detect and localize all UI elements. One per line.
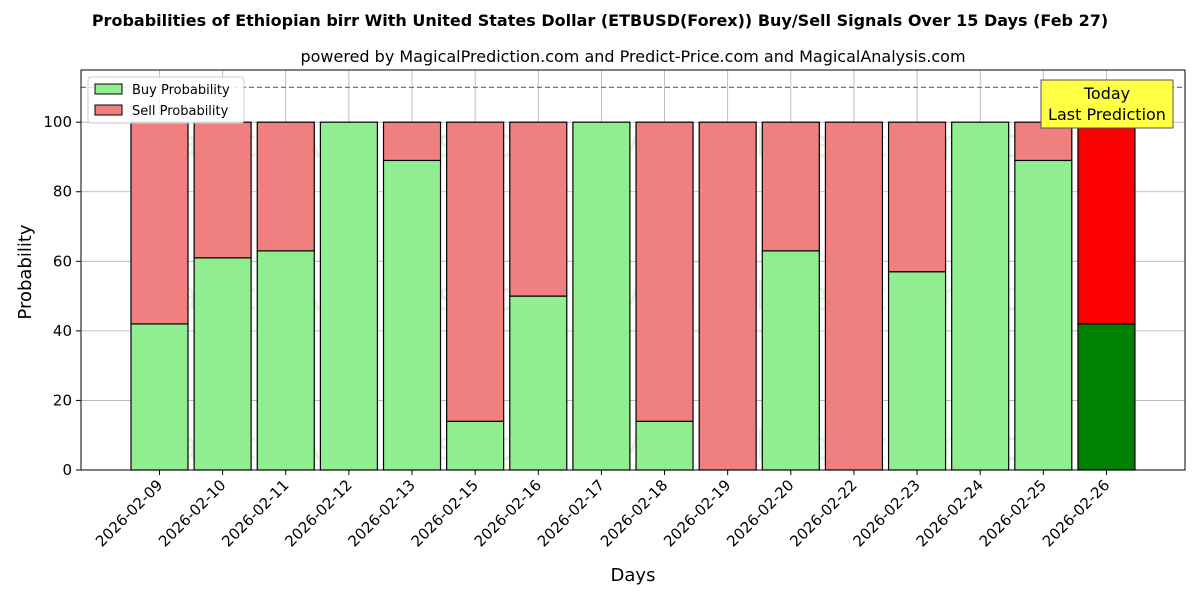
x-tick-label-2026-02-19: 2026-02-19	[660, 476, 734, 550]
y-tick-label-60: 60	[53, 252, 72, 270]
legend: Buy Probability Sell Probability	[87, 76, 245, 124]
x-tick-label-2026-02-13: 2026-02-13	[344, 476, 418, 550]
x-tick-label-2026-02-24: 2026-02-24	[913, 476, 987, 550]
y-tick-label-0: 0	[62, 461, 72, 479]
bar-buy-2026-02-11	[256, 250, 315, 471]
x-tick-label-2026-02-17: 2026-02-17	[534, 476, 608, 550]
x-tick-label-2026-02-26: 2026-02-26	[1039, 476, 1113, 550]
bar-buy-2026-02-18	[635, 420, 694, 471]
bar-buy-2026-02-15	[446, 420, 505, 471]
bar-sell-2026-02-23	[887, 121, 947, 273]
y-tick-label-80: 80	[53, 183, 72, 201]
bar-buy-2026-02-09	[130, 323, 189, 471]
x-tick-label-2026-02-09: 2026-02-09	[92, 476, 166, 550]
legend-swatch-buy	[94, 83, 123, 95]
bar-sell-2026-02-10	[193, 121, 252, 259]
bar-sell-2026-02-13	[382, 121, 442, 162]
x-tick-label-2026-02-20: 2026-02-20	[723, 476, 797, 550]
bar-buy-2026-02-20	[761, 250, 820, 471]
chart-subtitle: powered by MagicalPrediction.com and Pre…	[300, 47, 965, 66]
bar-sell-2026-02-26	[1077, 121, 1136, 325]
bar-buy-2026-02-12	[319, 121, 378, 471]
x-tick-label-2026-02-12: 2026-02-12	[281, 476, 355, 550]
legend-box	[87, 76, 245, 124]
x-tick-label-2026-02-22: 2026-02-22	[786, 476, 860, 550]
bar-sell-2026-02-20	[761, 121, 820, 252]
x-tick-label-2026-02-23: 2026-02-23	[850, 476, 924, 550]
today-annotation: Today Last Prediction	[1040, 79, 1174, 129]
annotation-line-2: Last Prediction	[1048, 105, 1166, 124]
bar-buy-2026-02-26	[1077, 323, 1136, 471]
x-tick-label-2026-02-16: 2026-02-16	[471, 476, 545, 550]
bar-buy-2026-02-25	[1014, 159, 1073, 471]
chart-title: Probabilities of Ethiopian birr With Uni…	[92, 11, 1108, 30]
bar-sell-2026-02-22	[824, 121, 884, 471]
bar-buy-2026-02-13	[382, 159, 442, 471]
bar-sell-2026-02-16	[509, 121, 568, 297]
x-tick-label-2026-02-11: 2026-02-11	[218, 476, 292, 550]
bar-sell-2026-02-09	[130, 121, 189, 325]
y-tick-label-40: 40	[53, 322, 72, 340]
bar-buy-2026-02-17	[572, 121, 631, 471]
bar-buy-2026-02-16	[509, 295, 568, 471]
annotation-line-1: Today	[1083, 84, 1130, 103]
x-tick-label-2026-02-18: 2026-02-18	[597, 476, 671, 550]
bar-sell-2026-02-11	[256, 121, 315, 252]
x-axis-label: Days	[611, 565, 656, 586]
bar-buy-2026-02-24	[951, 121, 1010, 471]
legend-label-buy: Buy Probability	[132, 83, 230, 98]
y-axis-label: Probability	[15, 224, 36, 319]
y-tick-label-20: 20	[53, 391, 72, 409]
x-tick-label-2026-02-10: 2026-02-10	[155, 476, 229, 550]
bar-sell-2026-02-15	[446, 121, 505, 422]
bar-buy-2026-02-10	[193, 257, 252, 471]
x-tick-label-2026-02-15: 2026-02-15	[408, 476, 482, 550]
legend-label-sell: Sell Probability	[132, 104, 229, 119]
bars-layer	[81, 86, 1185, 471]
y-tick-label-100: 100	[43, 113, 72, 131]
bar-sell-2026-02-18	[635, 121, 694, 422]
x-tick-label-2026-02-25: 2026-02-25	[976, 476, 1050, 550]
bar-sell-2026-02-19	[698, 121, 757, 471]
plot-frame	[80, 69, 1186, 471]
legend-swatch-sell	[94, 104, 123, 116]
annotation-box	[1040, 79, 1174, 129]
bar-buy-2026-02-23	[887, 271, 947, 471]
